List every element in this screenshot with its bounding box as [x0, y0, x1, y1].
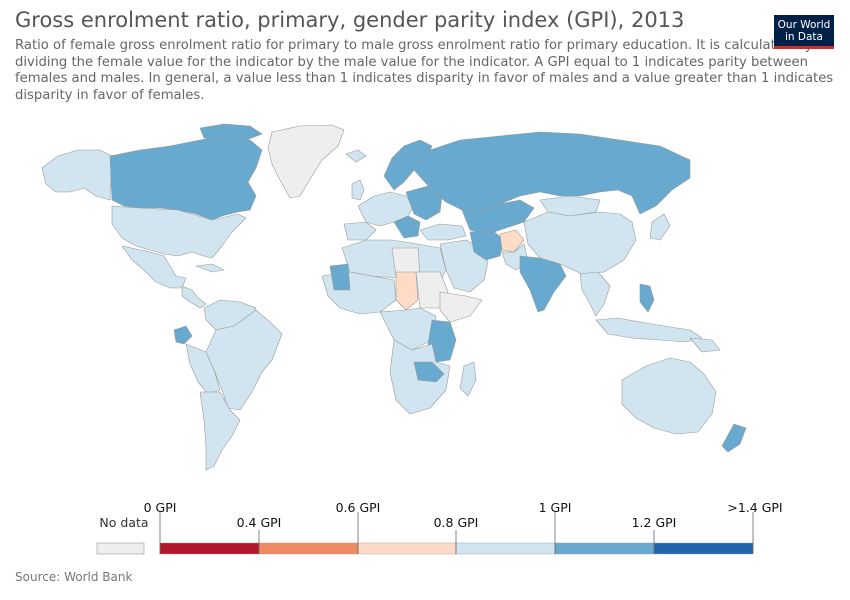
legend-bin-0-04: [159, 542, 260, 555]
legend-tick-label-0: 0 GPI: [144, 500, 177, 515]
region-uk[interactable]: [351, 179, 365, 201]
region-cuba[interactable]: [195, 263, 225, 273]
region-western-europe[interactable]: [357, 191, 415, 227]
chart-subtitle: Ratio of female gross enrolment ratio fo…: [15, 38, 834, 103]
region-iceland[interactable]: [345, 149, 367, 163]
region-india[interactable]: [519, 255, 567, 313]
region-philippines[interactable]: [639, 283, 655, 313]
region-madagascar[interactable]: [459, 361, 477, 397]
legend-tick-label-3: 0.8 GPI: [434, 515, 479, 530]
region-mauritania[interactable]: [329, 263, 351, 291]
legend-bin-1-12: [554, 542, 655, 555]
region-balkans[interactable]: [393, 215, 421, 239]
source-note: Source: World Bank: [15, 570, 133, 584]
owid-logo[interactable]: Our World in Data: [774, 15, 834, 49]
region-japan[interactable]: [649, 213, 671, 241]
region-turkey[interactable]: [419, 223, 467, 241]
region-central-america[interactable]: [181, 285, 207, 309]
region-canadian-islands[interactable]: [199, 123, 263, 141]
legend-bin-08-1: [455, 542, 556, 555]
region-southern-cone[interactable]: [199, 391, 241, 471]
legend-tick-label-1: 0.4 GPI: [237, 515, 282, 530]
legend-tick-label-5: 1.2 GPI: [632, 515, 677, 530]
region-alaska[interactable]: [41, 149, 113, 201]
region-southeast-asia[interactable]: [579, 271, 611, 317]
region-brazil[interactable]: [205, 309, 283, 411]
region-australia[interactable]: [621, 357, 717, 435]
region-mozambique[interactable]: [413, 361, 445, 383]
world-map[interactable]: [0, 105, 850, 500]
legend-tick-label-2: 0.6 GPI: [336, 500, 381, 515]
legend-bin-06-08: [357, 542, 457, 555]
legend: No data 0 GPI 0.4 GPI 0.6 GPI 0.8 GPI 1 …: [96, 500, 783, 555]
region-papua[interactable]: [689, 337, 721, 353]
legend-no-data-label: No data: [99, 515, 148, 530]
region-central-africa[interactable]: [379, 307, 437, 351]
legend-tick-label-6: >1.4 GPI: [727, 500, 782, 515]
region-mexico[interactable]: [121, 245, 187, 289]
legend-bin-04-06: [258, 542, 359, 555]
region-new-zealand[interactable]: [721, 423, 747, 453]
region-iberia[interactable]: [343, 221, 377, 241]
region-indonesia[interactable]: [595, 317, 703, 343]
region-horn[interactable]: [439, 291, 483, 323]
region-chad[interactable]: [395, 271, 419, 311]
logo-line-1: Our World: [777, 19, 831, 31]
region-iran[interactable]: [469, 229, 505, 261]
region-ecuador[interactable]: [173, 325, 193, 345]
region-afghanistan[interactable]: [499, 229, 525, 253]
legend-no-data-swatch: [96, 542, 145, 555]
region-greenland[interactable]: [267, 124, 345, 199]
chart-title: Gross enrolment ratio, primary, gender p…: [15, 8, 685, 32]
legend-tick-label-4: 1 GPI: [539, 500, 572, 515]
region-east-africa[interactable]: [427, 319, 457, 363]
legend-bin-12-14: [653, 542, 754, 555]
logo-line-2: in Data: [785, 31, 823, 43]
region-usa[interactable]: [111, 205, 247, 259]
